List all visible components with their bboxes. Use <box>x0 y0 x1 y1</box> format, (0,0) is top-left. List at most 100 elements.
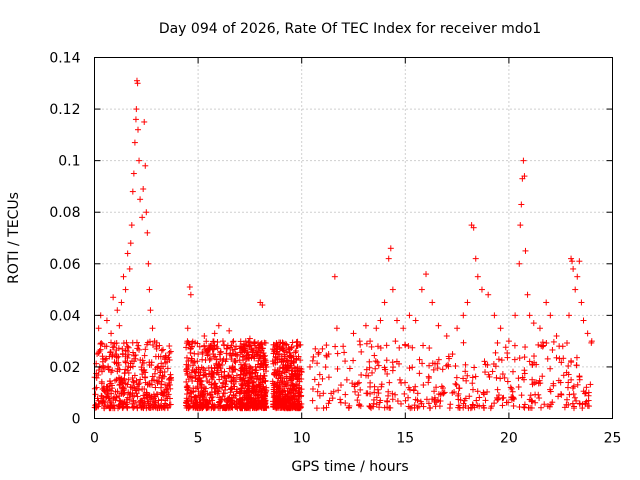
data-point <box>95 367 102 374</box>
data-point <box>400 325 407 332</box>
data-point <box>350 330 357 337</box>
data-point <box>328 390 335 397</box>
data-point <box>153 391 160 398</box>
data-point <box>405 384 412 391</box>
data-point <box>221 342 228 349</box>
data-point <box>130 349 137 356</box>
data-point <box>573 354 580 361</box>
data-point <box>114 307 121 314</box>
data-point <box>240 370 247 377</box>
data-point <box>230 392 237 399</box>
data-point <box>269 378 276 385</box>
data-point <box>161 368 168 375</box>
data-point <box>258 345 265 352</box>
data-point <box>116 322 123 329</box>
data-point <box>137 376 144 383</box>
data-point <box>505 338 512 345</box>
data-point <box>401 341 408 348</box>
data-point <box>191 402 198 409</box>
data-point <box>151 377 158 384</box>
data-point <box>259 302 266 309</box>
data-point <box>141 374 148 381</box>
data-point <box>195 388 202 395</box>
data-point <box>420 382 427 389</box>
data-point <box>561 404 568 411</box>
data-point <box>346 365 353 372</box>
data-point <box>224 345 231 352</box>
data-point <box>433 384 440 391</box>
data-point <box>519 374 526 381</box>
data-point <box>340 343 347 350</box>
data-point <box>297 341 304 348</box>
data-point <box>237 389 244 396</box>
data-point <box>237 395 244 402</box>
data-point <box>538 342 545 349</box>
data-point <box>497 325 504 332</box>
data-point <box>230 399 237 406</box>
data-point <box>283 365 290 372</box>
data-point <box>520 404 527 411</box>
data-point <box>285 391 292 398</box>
data-point <box>441 389 448 396</box>
data-point <box>207 355 214 362</box>
data-point <box>362 322 369 329</box>
data-point <box>195 372 202 379</box>
data-point <box>357 386 364 393</box>
data-point <box>274 355 281 362</box>
data-point <box>133 390 140 397</box>
data-point <box>323 353 330 360</box>
data-point <box>194 358 201 365</box>
data-point <box>136 157 143 164</box>
data-point <box>132 355 139 362</box>
data-point <box>478 286 485 293</box>
data-point <box>289 402 296 409</box>
data-point <box>498 357 505 364</box>
data-point <box>314 388 321 395</box>
data-point <box>325 374 332 381</box>
data-point <box>532 391 539 398</box>
data-point <box>306 363 313 370</box>
data-point <box>186 341 193 348</box>
plot-frame <box>94 57 613 419</box>
data-point <box>262 400 269 407</box>
data-point <box>141 395 148 402</box>
data-point <box>246 374 253 381</box>
x-tick-label: 25 <box>604 431 622 447</box>
data-point <box>271 392 278 399</box>
data-point <box>114 368 121 375</box>
data-point <box>279 346 286 353</box>
data-point <box>296 378 303 385</box>
data-point <box>184 398 191 405</box>
data-point <box>437 398 444 405</box>
data-point <box>249 379 256 386</box>
x-tick-label: 10 <box>293 431 311 447</box>
data-point <box>164 395 171 402</box>
data-point <box>550 338 557 345</box>
data-point <box>322 364 329 371</box>
data-point <box>127 390 134 397</box>
data-point <box>192 385 199 392</box>
data-point <box>188 369 195 376</box>
data-point <box>440 390 447 397</box>
data-point <box>225 395 232 402</box>
data-point <box>385 388 392 395</box>
data-point <box>553 354 560 361</box>
data-point <box>383 357 390 364</box>
data-point <box>543 299 550 306</box>
grid-layer <box>94 57 613 419</box>
data-point <box>155 363 162 370</box>
data-point <box>100 364 107 371</box>
points-layer <box>91 77 595 412</box>
data-point <box>373 325 380 332</box>
data-point <box>279 404 286 411</box>
data-point <box>288 375 295 382</box>
data-point <box>495 356 502 363</box>
data-point <box>539 343 546 350</box>
data-point <box>237 361 244 368</box>
x-tick-label: 5 <box>194 431 203 447</box>
data-point <box>139 357 146 364</box>
data-point <box>108 330 115 337</box>
data-point <box>499 371 506 378</box>
data-point <box>387 404 394 411</box>
data-point <box>557 379 564 386</box>
